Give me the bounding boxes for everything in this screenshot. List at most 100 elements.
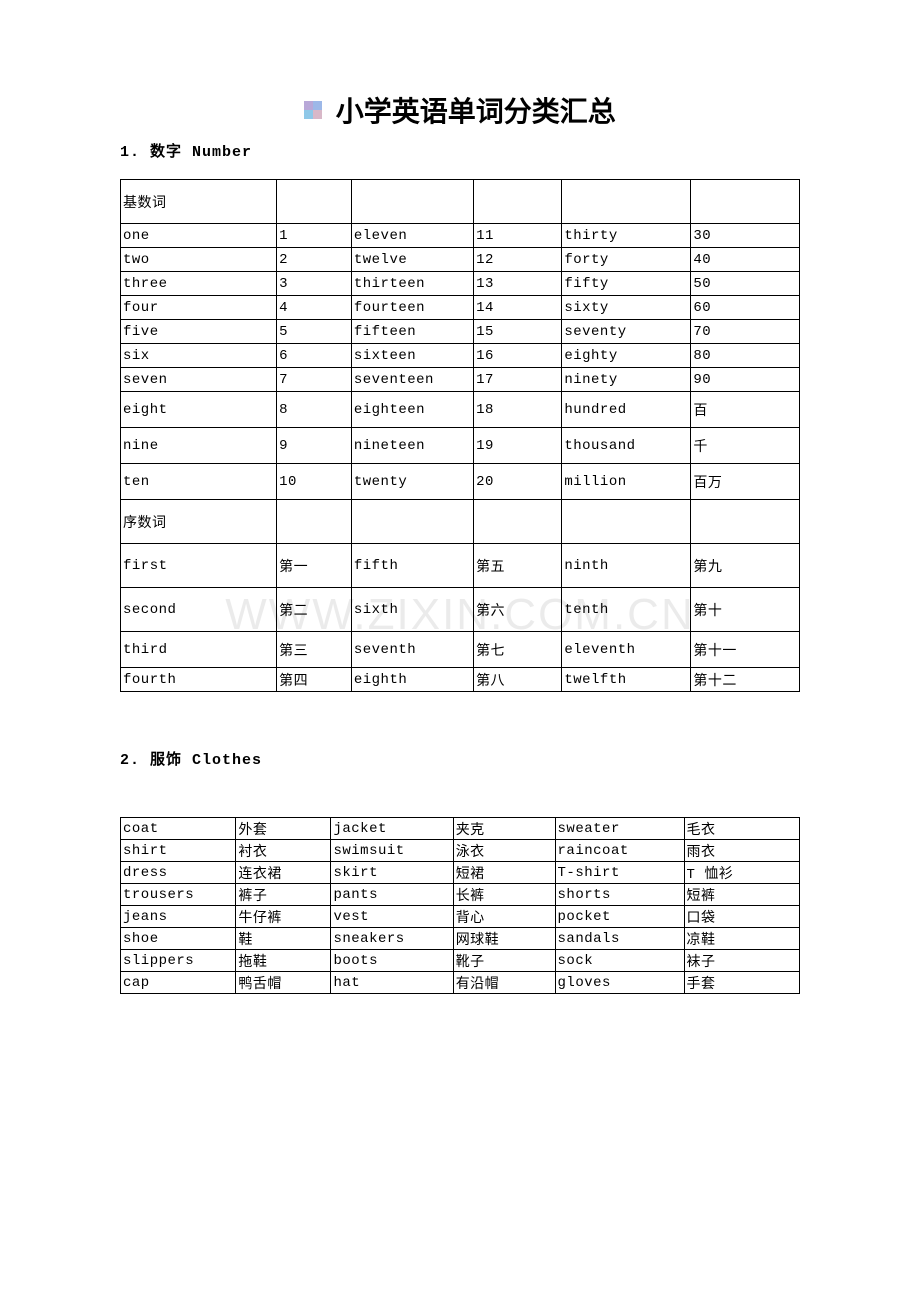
- table-cell: [474, 180, 562, 224]
- table-cell: [277, 500, 352, 544]
- table-cell: 16: [474, 344, 562, 368]
- table-cell: hundred: [562, 392, 691, 428]
- table-cell: shoe: [121, 928, 236, 950]
- table-cell: eighth: [351, 668, 473, 692]
- table-cell: eighteen: [351, 392, 473, 428]
- table-cell: fifth: [351, 544, 473, 588]
- table-cell: twelve: [351, 248, 473, 272]
- table-cell: 百: [691, 392, 800, 428]
- table-cell: thousand: [562, 428, 691, 464]
- table-cell: [562, 180, 691, 224]
- table-row: seven7seventeen17ninety90: [121, 368, 800, 392]
- table-cell: nine: [121, 428, 277, 464]
- tbody-1: 基数词one1eleven11thirty30two2twelve12forty…: [121, 180, 800, 692]
- table-cell: sixth: [351, 588, 473, 632]
- table-cell: 第七: [474, 632, 562, 668]
- table-cell: eight: [121, 392, 277, 428]
- table-cell: sandals: [555, 928, 684, 950]
- table-cell: 第一: [277, 544, 352, 588]
- table-cell: 40: [691, 248, 800, 272]
- table-row: third第三seventh第七eleventh第十一: [121, 632, 800, 668]
- table-cell: slippers: [121, 950, 236, 972]
- table-cell: 5: [277, 320, 352, 344]
- table-cell: eleventh: [562, 632, 691, 668]
- table-cell: 11: [474, 224, 562, 248]
- table-cell: 百万: [691, 464, 800, 500]
- table-cell: 泳衣: [453, 840, 555, 862]
- table-row: dress连衣裙skirt短裙T-shirtT 恤衫: [121, 862, 800, 884]
- table-cell: 第十一: [691, 632, 800, 668]
- table-cell: second: [121, 588, 277, 632]
- table-row: 序数词: [121, 500, 800, 544]
- table-cell: cap: [121, 972, 236, 994]
- table-row: shirt衬衣swimsuit泳衣raincoat雨衣: [121, 840, 800, 862]
- table-cell: sixty: [562, 296, 691, 320]
- table-cell: four: [121, 296, 277, 320]
- table-cell: 长裤: [453, 884, 555, 906]
- table-cell: raincoat: [555, 840, 684, 862]
- table-cell: one: [121, 224, 277, 248]
- table-cell: [691, 180, 800, 224]
- table-cell: hat: [331, 972, 453, 994]
- table-cell: 50: [691, 272, 800, 296]
- table-cell: 第四: [277, 668, 352, 692]
- table-row: first第一fifth第五ninth第九: [121, 544, 800, 588]
- table-row: three3thirteen13fifty50: [121, 272, 800, 296]
- table-row: jeans牛仔裤vest背心pocket口袋: [121, 906, 800, 928]
- table-cell: 80: [691, 344, 800, 368]
- section-heading-2: 2. 服饰 Clothes: [120, 748, 800, 769]
- table-row: cap鸭舌帽hat有沿帽gloves手套: [121, 972, 800, 994]
- table-row: one1eleven11thirty30: [121, 224, 800, 248]
- table-cell: ten: [121, 464, 277, 500]
- table-cell: sixteen: [351, 344, 473, 368]
- table-row: trousers裤子pants长裤shorts短裤: [121, 884, 800, 906]
- table-cell: 3: [277, 272, 352, 296]
- table-cell: 千: [691, 428, 800, 464]
- table-row: nine9nineteen19thousand千: [121, 428, 800, 464]
- table-cell: 序数词: [121, 500, 277, 544]
- table-cell: thirty: [562, 224, 691, 248]
- table-cell: 15: [474, 320, 562, 344]
- table-cell: first: [121, 544, 277, 588]
- table-cell: tenth: [562, 588, 691, 632]
- table-cell: 第九: [691, 544, 800, 588]
- table-cell: six: [121, 344, 277, 368]
- table-cell: 4: [277, 296, 352, 320]
- table-cell: jeans: [121, 906, 236, 928]
- table-cell: pants: [331, 884, 453, 906]
- table-row: slippers拖鞋boots靴子sock袜子: [121, 950, 800, 972]
- table-row: shoe鞋sneakers网球鞋sandals凉鞋: [121, 928, 800, 950]
- table-cell: sneakers: [331, 928, 453, 950]
- table-cell: eighty: [562, 344, 691, 368]
- table-row: 基数词: [121, 180, 800, 224]
- table-cell: 17: [474, 368, 562, 392]
- table-cell: dress: [121, 862, 236, 884]
- table-row: ten10twenty20million百万: [121, 464, 800, 500]
- table-cell: 靴子: [453, 950, 555, 972]
- table-cell: third: [121, 632, 277, 668]
- table-row: two2twelve12forty40: [121, 248, 800, 272]
- table-cell: 13: [474, 272, 562, 296]
- table-cell: [351, 180, 473, 224]
- table-cell: seventeen: [351, 368, 473, 392]
- table-cell: 8: [277, 392, 352, 428]
- page-title: 小学英语单词分类汇总: [336, 90, 616, 130]
- table-cell: ninth: [562, 544, 691, 588]
- table-cell: pocket: [555, 906, 684, 928]
- table-cell: jacket: [331, 818, 453, 840]
- table-cell: 夹克: [453, 818, 555, 840]
- table-cell: 60: [691, 296, 800, 320]
- table-cell: 18: [474, 392, 562, 428]
- table-cell: nineteen: [351, 428, 473, 464]
- table-clothes: coat外套jacket夹克sweater毛衣shirt衬衣swimsuit泳衣…: [120, 817, 800, 994]
- table-cell: [351, 500, 473, 544]
- table-numbers: 基数词one1eleven11thirty30two2twelve12forty…: [120, 179, 800, 692]
- table-cell: 鞋: [236, 928, 331, 950]
- table-cell: eleven: [351, 224, 473, 248]
- table-cell: [691, 500, 800, 544]
- table-cell: 20: [474, 464, 562, 500]
- table-row: four4fourteen14sixty60: [121, 296, 800, 320]
- table-cell: trousers: [121, 884, 236, 906]
- table-cell: ninety: [562, 368, 691, 392]
- table-cell: 背心: [453, 906, 555, 928]
